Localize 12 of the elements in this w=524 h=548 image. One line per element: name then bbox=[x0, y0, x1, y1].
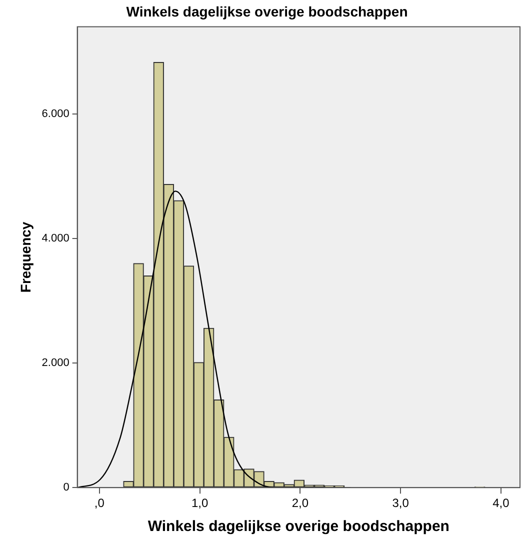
y-tick-label: 0 bbox=[63, 482, 70, 494]
x-tick-label: 1,0 bbox=[191, 496, 208, 510]
chart-title: Winkels dagelijkse overige boodschappen bbox=[126, 3, 408, 20]
x-tick-label: 2,0 bbox=[292, 496, 309, 510]
y-tick-label: 2.000 bbox=[42, 357, 70, 370]
y-axis-title: Frequency bbox=[17, 222, 34, 293]
x-tick-label: ,0 bbox=[94, 496, 105, 510]
x-axis-title: Winkels dagelijkse overige boodschappen bbox=[148, 518, 450, 536]
x-tick-label: 3,0 bbox=[392, 496, 410, 510]
y-tick-label: 6.000 bbox=[42, 108, 70, 120]
x-tick-label: 4,0 bbox=[492, 496, 510, 510]
y-tick-label: 4.000 bbox=[42, 232, 70, 245]
